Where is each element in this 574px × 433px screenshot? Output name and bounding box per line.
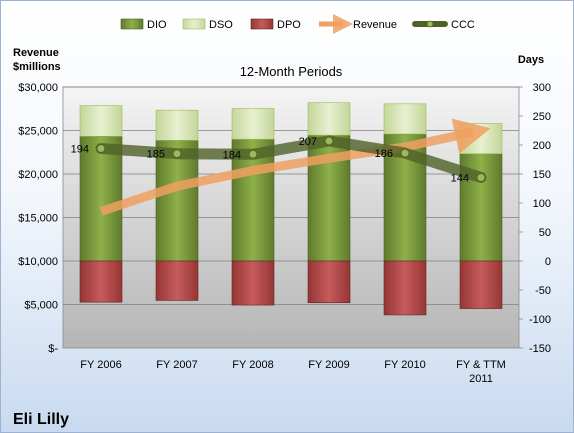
y-left-tick-label: $- [48,343,58,355]
dso-bar [79,105,123,137]
ccc-data-label: 207 [299,136,317,148]
legend-label-dso: DSO [209,19,233,31]
dpo-bar [459,260,503,309]
y-right-tick-label: 300 [533,82,551,94]
dso-bar [155,109,199,141]
chart-title: 12-Month Periods [240,64,343,79]
ccc-point [172,149,182,159]
ccc-data-label: 194 [71,143,89,155]
y-left-tick-label: $30,000 [18,82,58,94]
y-left-tick-label: $10,000 [18,256,58,268]
y-right-tick-label: -50 [535,285,551,297]
ccc-point [248,149,258,159]
ccc-data-label: 144 [451,172,469,184]
y-left-tick-label: $15,000 [18,213,58,225]
legend-swatch-ccc-point [426,20,434,28]
dpo-bar [307,260,351,304]
dpo-bar [383,260,427,316]
y-left-axis-title: $millions [13,61,61,73]
ccc-point [476,172,486,182]
y-right-tick-label: 200 [533,140,551,152]
y-left-tick-label: $5,000 [24,300,58,312]
x-category-label: FY 2006 [80,359,121,371]
y-right-tick-label: -150 [529,343,551,355]
legend-label-dio: DIO [147,19,167,31]
x-category-label: FY 2008 [232,359,273,371]
x-category-label: FY 2009 [308,359,349,371]
y-right-tick-label: 50 [539,227,551,239]
dpo-bar [231,260,275,306]
y-right-tick-label: 0 [545,256,551,268]
y-right-tick-label: -100 [529,314,551,326]
y-left-tick-label: $25,000 [18,126,58,138]
revenue-line [99,118,491,216]
x-category-label: FY & TTM 2011 [456,359,506,385]
dpo-bar [155,260,199,301]
dso-bar [383,103,427,135]
ccc-point [324,136,334,146]
y-right-tick-label: 250 [533,111,551,123]
ccc-point [400,148,410,158]
x-category-label: FY 2007 [156,359,197,371]
x-category-label: FY 2010 [384,359,425,371]
legend-label-dpo: DPO [277,19,301,31]
dso-bar [307,102,351,136]
legend-swatch-dio [120,18,144,30]
ccc-data-label: 185 [147,149,165,161]
y-right-tick-label: 150 [533,169,551,181]
dso-bar [459,123,503,155]
dpo-bar [79,260,123,303]
y-left-axis-title: Revenue [13,47,59,59]
y-right-tick-label: 100 [533,198,551,210]
dso-bar [231,108,275,140]
y-right-axis-title: Days [518,54,544,66]
ccc-point [96,143,106,153]
ccc-line [95,135,487,183]
legend-swatch-dso [182,18,206,30]
legend-swatch-dpo [250,18,274,30]
y-left-tick-label: $20,000 [18,169,58,181]
company-name: Eli Lilly [13,411,69,428]
legend-label-ccc: CCC [451,19,475,31]
legend-label-revenue: Revenue [353,19,397,31]
ccc-data-label: 184 [223,149,241,161]
ccc-data-label: 186 [375,148,393,160]
